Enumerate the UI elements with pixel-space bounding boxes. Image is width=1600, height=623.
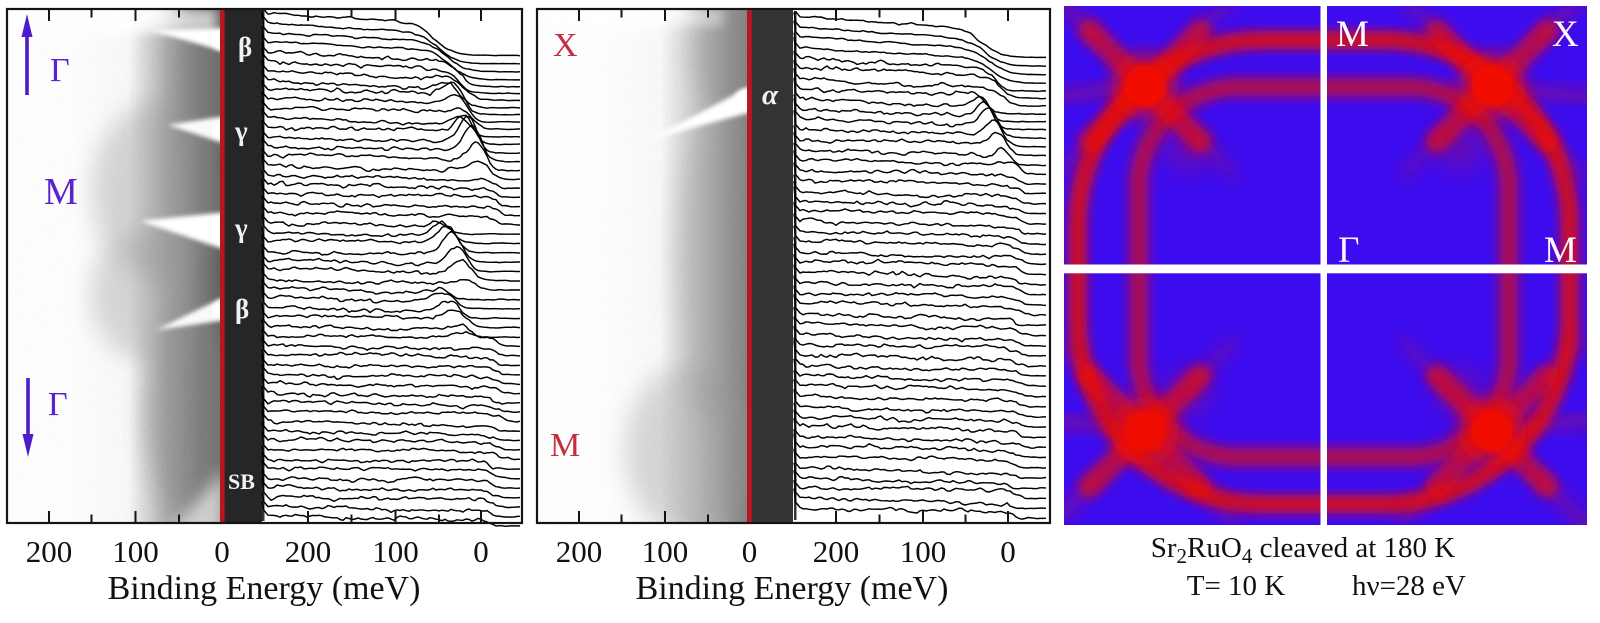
- svg-text:M: M: [1544, 230, 1577, 271]
- svg-text:0: 0: [1000, 534, 1016, 569]
- svg-text:α: α: [762, 79, 779, 111]
- svg-text:100: 100: [372, 534, 419, 569]
- svg-text:0: 0: [473, 534, 489, 569]
- svg-text:100: 100: [900, 534, 947, 569]
- svg-text:0: 0: [742, 534, 758, 569]
- svg-text:100: 100: [112, 534, 159, 569]
- svg-text:200: 200: [813, 534, 860, 569]
- svg-text:γ: γ: [234, 116, 248, 146]
- svg-text:SB: SB: [228, 469, 255, 494]
- svg-text:Γ: Γ: [48, 386, 68, 423]
- svg-text:200: 200: [26, 534, 73, 569]
- svg-text:100: 100: [642, 534, 689, 569]
- svg-text:Γ: Γ: [1338, 230, 1359, 271]
- svg-text:X: X: [553, 27, 578, 64]
- svg-text:hν=28 eV: hν=28 eV: [1352, 570, 1466, 602]
- svg-text:M: M: [550, 427, 580, 464]
- svg-text:X: X: [1552, 14, 1579, 55]
- svg-text:Binding Energy (meV): Binding Energy (meV): [108, 570, 421, 607]
- svg-text:0: 0: [214, 534, 230, 569]
- svg-text:β: β: [235, 294, 249, 324]
- svg-text:γ: γ: [234, 213, 248, 243]
- svg-text:Binding Energy (meV): Binding Energy (meV): [636, 570, 949, 607]
- svg-text:Sr2RuO4 cleaved at 180 K: Sr2RuO4 cleaved at 180 K: [1151, 532, 1456, 568]
- svg-text:β: β: [238, 32, 252, 62]
- svg-text:200: 200: [556, 534, 603, 569]
- svg-text:200: 200: [285, 534, 332, 569]
- svg-text:M: M: [1336, 14, 1369, 55]
- svg-text:Γ: Γ: [50, 52, 70, 89]
- svg-text:T= 10 K: T= 10 K: [1187, 570, 1286, 602]
- svg-text:M: M: [44, 171, 78, 213]
